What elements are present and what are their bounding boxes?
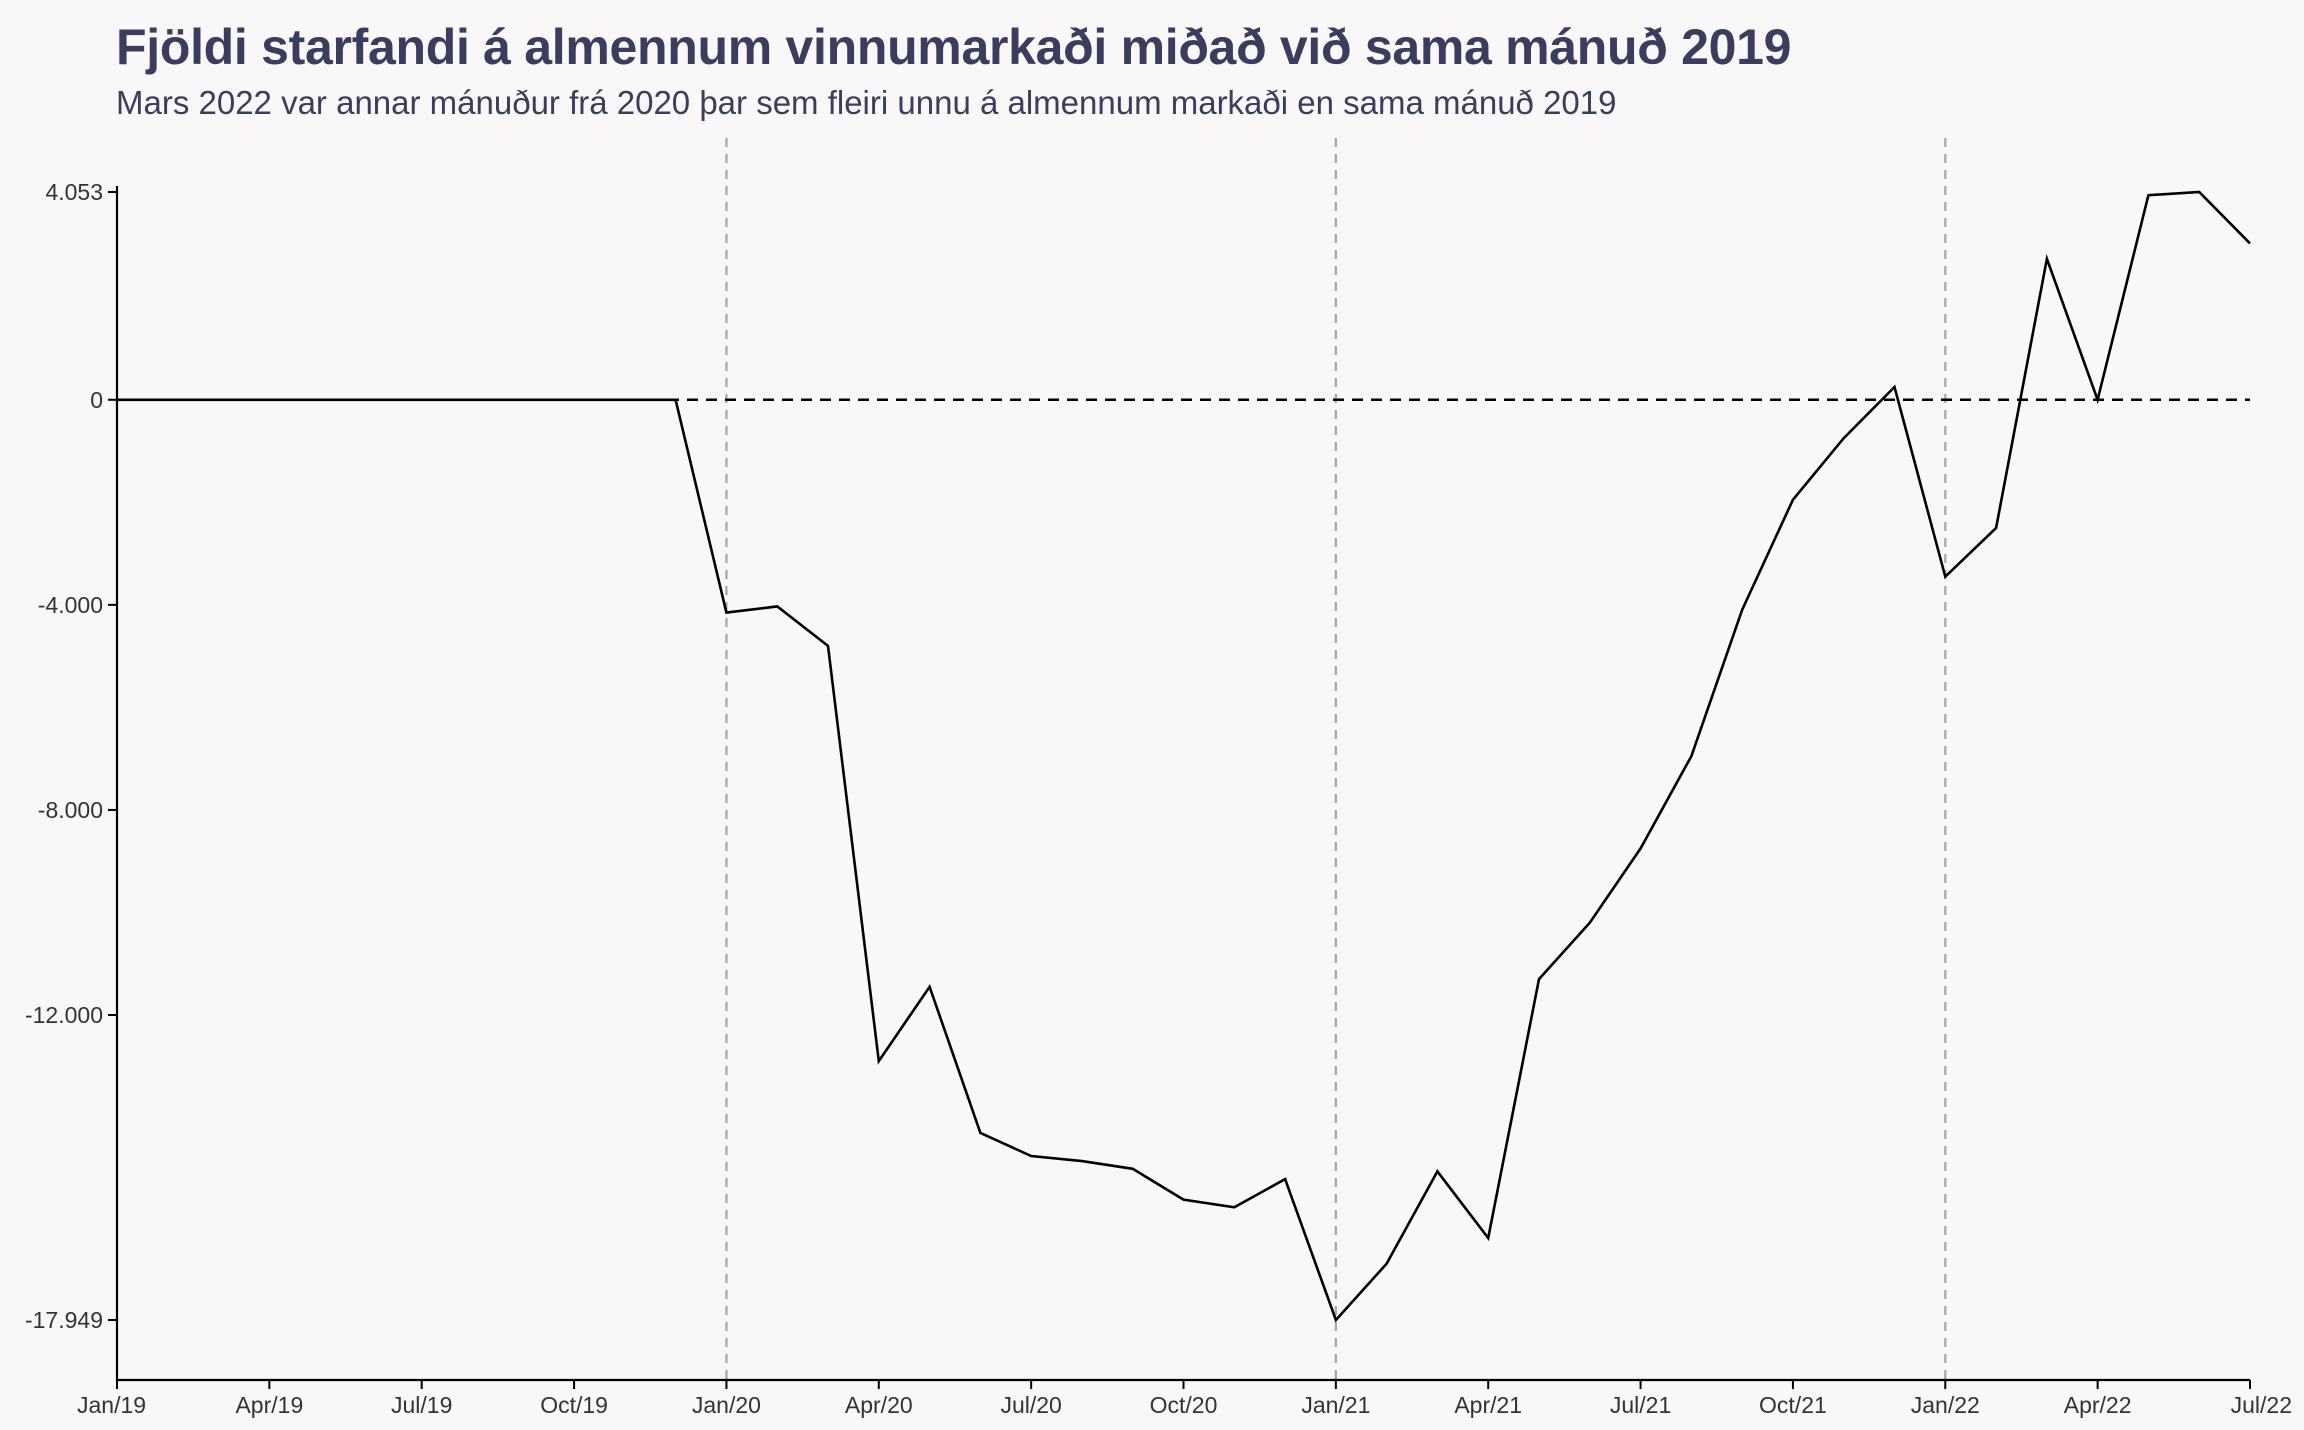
x-tick-label: Jan/22: [1911, 1392, 1980, 1418]
series-layer: [117, 190, 2251, 1323]
x-tick-label: Jan/19: [77, 1392, 146, 1418]
y-tick-label: -12.000: [25, 1002, 103, 1028]
x-tick-label: Apr/21: [1454, 1392, 1522, 1418]
x-tick-label: Apr/22: [2064, 1392, 2132, 1418]
x-tick-label: Jul/20: [1000, 1392, 1061, 1418]
x-tick-label: Apr/19: [235, 1392, 303, 1418]
chart-title: Fjöldi starfandi á almennum vinnumarkaði…: [116, 19, 1792, 75]
x-tick-label: Jul/21: [1610, 1392, 1671, 1418]
year-divider-lines: [725, 138, 1947, 1380]
x-tick-label: Apr/20: [845, 1392, 913, 1418]
x-tick-label: Jan/20: [692, 1392, 761, 1418]
y-tick-label: -17.949: [25, 1307, 103, 1333]
series-line: [117, 190, 2251, 1323]
x-tick-label: Jan/21: [1301, 1392, 1370, 1418]
x-tick-label: Oct/20: [1150, 1392, 1218, 1418]
x-tick-label: Jul/22: [2231, 1392, 2292, 1418]
x-tick-label: Oct/21: [1759, 1392, 1827, 1418]
y-tick-label: -4.000: [38, 592, 103, 618]
y-tick-label: 4.053: [45, 179, 103, 205]
y-tick-label: -8.000: [38, 797, 103, 823]
x-tick-label: Oct/19: [540, 1392, 608, 1418]
chart-subtitle: Mars 2022 var annar mánuður frá 2020 þar…: [116, 84, 1617, 121]
y-axis-ticks: 4.053 0 -4.000 -8.000 -12.000 -17.949: [25, 179, 117, 1333]
x-axis-ticks: Jan/19 Apr/19 Jul/19 Oct/19 Jan/20 Apr/20 Jul/…: [77, 1380, 2292, 1418]
y-tick-label: 0: [90, 387, 103, 413]
x-tick-label: Jul/19: [391, 1392, 452, 1418]
